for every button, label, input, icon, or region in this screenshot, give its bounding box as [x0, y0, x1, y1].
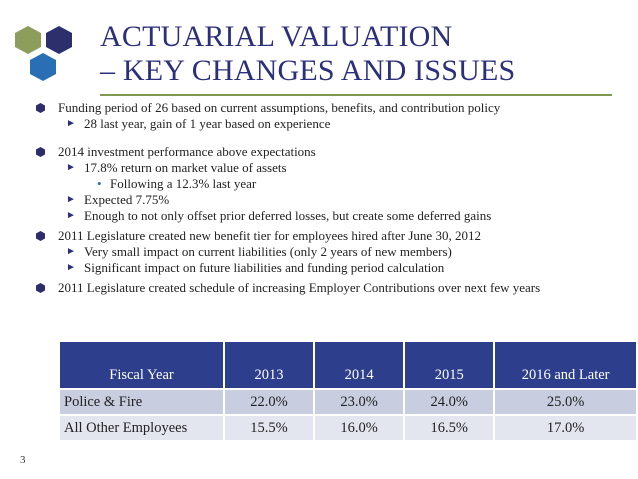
hexagon-green: [15, 26, 41, 54]
slide-title: ACTUARIAL VALUATION – KEY CHANGES AND IS…: [100, 20, 620, 88]
sub-bullet-text: Significant impact on future liabilities…: [84, 260, 445, 275]
row-label: Police & Fire: [60, 390, 223, 414]
arrow-bullet-icon: ►: [66, 118, 76, 129]
bullet-item: 2014 investment performance above expect…: [36, 144, 616, 160]
title-underline: [100, 94, 612, 96]
table-cell: 17.0%: [495, 416, 636, 440]
bullet-text: 2011 Legislature created new benefit tie…: [58, 228, 481, 243]
sub-bullet-text: 28 last year, gain of 1 year based on ex…: [84, 116, 331, 131]
page-number: 3: [20, 454, 26, 466]
header-2016-and-later: 2016 and Later: [495, 342, 636, 388]
bullet-text: Funding period of 26 based on current as…: [58, 100, 501, 115]
row-label: All Other Employees: [60, 416, 223, 440]
sub-bullet-item: ► Enough to not only offset prior deferr…: [36, 208, 616, 224]
arrow-bullet-icon: ►: [66, 246, 76, 257]
sub-bullet-item: ► Expected 7.75%: [36, 192, 616, 208]
sub-sub-bullet-text: Following a 12.3% last year: [110, 176, 257, 191]
bullet-text: 2014 investment performance above expect…: [58, 144, 316, 159]
sub-bullet-text: Expected 7.75%: [84, 192, 170, 207]
sub-bullet-text: 17.8% return on market value of assets: [84, 160, 287, 175]
header-2014: 2014: [315, 342, 404, 388]
header-2015: 2015: [405, 342, 494, 388]
dot-bullet-icon: •: [97, 176, 102, 191]
hexagon-bullet-icon: [36, 103, 45, 113]
hexagon-bullet-icon: [36, 231, 45, 241]
bullet-list: Funding period of 26 based on current as…: [36, 100, 616, 296]
hexagon-navy: [46, 26, 72, 54]
title-line-2: – KEY CHANGES AND ISSUES: [100, 54, 516, 87]
title-line-1: ACTUARIAL VALUATION: [100, 20, 453, 53]
bullet-item: Funding period of 26 based on current as…: [36, 100, 616, 116]
sub-bullet-item: ► 17.8% return on market value of assets: [36, 160, 616, 176]
arrow-bullet-icon: ►: [66, 194, 76, 205]
hexagon-bullet-icon: [36, 283, 45, 293]
logo-hexagons: [15, 26, 72, 81]
table-header-row: Fiscal Year 2013 2014 2015 2016 and Late…: [60, 342, 636, 388]
arrow-bullet-icon: ►: [66, 210, 76, 221]
bullet-text: 2011 Legislature created schedule of inc…: [58, 280, 541, 295]
header-fiscal-year: Fiscal Year: [60, 342, 223, 388]
hexagon-blue: [30, 53, 56, 81]
sub-bullet-text: Enough to not only offset prior deferred…: [84, 208, 492, 223]
table-cell: 16.0%: [315, 416, 404, 440]
table-cell: 25.0%: [495, 390, 636, 414]
bullet-item: 2011 Legislature created new benefit tie…: [36, 228, 616, 244]
table-cell: 15.5%: [225, 416, 314, 440]
table-cell: 23.0%: [315, 390, 404, 414]
table-row: Police & Fire 22.0% 23.0% 24.0% 25.0%: [60, 390, 636, 414]
employer-contributions-table: Fiscal Year 2013 2014 2015 2016 and Late…: [58, 340, 638, 442]
bullet-item: 2011 Legislature created schedule of inc…: [36, 280, 616, 296]
table-cell: 16.5%: [405, 416, 494, 440]
header-2013: 2013: [225, 342, 314, 388]
sub-bullet-item: ► Very small impact on current liabiliti…: [36, 244, 616, 260]
table-row: All Other Employees 15.5% 16.0% 16.5% 17…: [60, 416, 636, 440]
arrow-bullet-icon: ►: [66, 162, 76, 173]
sub-bullet-item: ► 28 last year, gain of 1 year based on …: [36, 116, 616, 132]
table-cell: 22.0%: [225, 390, 314, 414]
sub-sub-bullet-item: • Following a 12.3% last year: [36, 176, 616, 192]
hexagon-bullet-icon: [36, 147, 45, 157]
table-cell: 24.0%: [405, 390, 494, 414]
sub-bullet-item: ► Significant impact on future liabiliti…: [36, 260, 616, 276]
sub-bullet-text: Very small impact on current liabilities…: [84, 244, 452, 259]
arrow-bullet-icon: ►: [66, 262, 76, 273]
